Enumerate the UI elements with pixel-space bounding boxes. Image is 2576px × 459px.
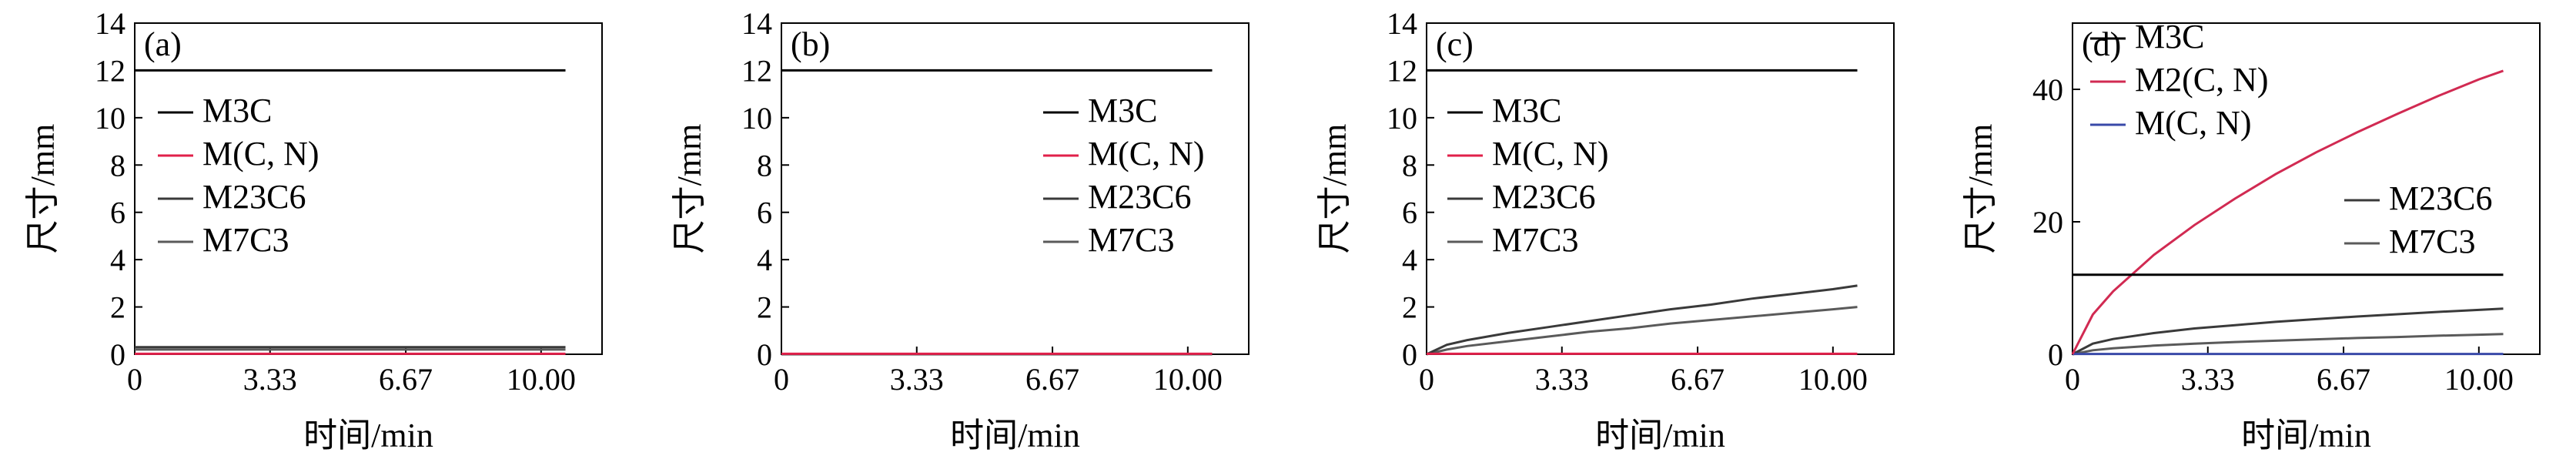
x-tick-label: 6.67 [2317, 362, 2370, 397]
y-tick-label: 0 [110, 337, 125, 372]
chart-panel: 0 2 4 6 8 10 12 14 0 3.33 6.67 10.00 时间/min 尺寸/mm (b) M… [671, 6, 1250, 454]
y-axis-label: 尺寸/mm [24, 124, 62, 254]
panel-label: (c) [1436, 25, 1474, 63]
legend-entry: M23C6 [1492, 178, 1595, 216]
series-line [2072, 307, 2504, 356]
y-tick-label: 40 [2032, 72, 2063, 107]
chart-panel: 0 2 4 6 8 10 12 14 0 3.33 6.67 10.00 时间/min 尺寸/mm (c) M… [1316, 6, 1895, 454]
series-line [1426, 306, 1858, 356]
x-axis-label: 时间/min [1595, 417, 1725, 454]
panel-label: (d) [2082, 25, 2121, 63]
y-tick-label: 10 [1387, 101, 1417, 136]
x-tick-label: 0 [2065, 362, 2080, 397]
x-tick-label: 10.00 [1153, 362, 1223, 397]
y-tick-label: 14 [741, 6, 772, 41]
x-tick-label: 6.67 [1025, 362, 1079, 397]
panel-label: (b) [791, 25, 830, 63]
y-tick-label: 6 [110, 196, 125, 230]
x-tick-label: 0 [1419, 362, 1434, 397]
y-tick-label: 2 [110, 290, 125, 325]
y-tick-label: 2 [757, 290, 772, 325]
legend-entry: M7C3 [202, 221, 289, 259]
y-tick-label: 12 [1387, 53, 1417, 88]
x-tick-label: 10.00 [507, 362, 576, 397]
y-tick-label: 10 [741, 101, 772, 136]
x-axis-label: 时间/min [303, 417, 433, 454]
legend-entry: M23C6 [202, 178, 306, 216]
legend-entry: M23C6 [1088, 178, 1191, 216]
legend-entry: M3C [1492, 92, 1561, 129]
x-tick-label: 10.00 [2444, 362, 2514, 397]
legend-entry: M7C3 [1088, 221, 1174, 259]
legend-entry: M7C3 [1492, 221, 1578, 259]
x-tick-label: 10.00 [1798, 362, 1868, 397]
x-tick-label: 3.33 [243, 362, 297, 397]
x-axis-label: 时间/min [950, 417, 1080, 454]
y-tick-label: 4 [1402, 243, 1417, 277]
chart-panel: 0 2 4 6 8 10 12 14 0 3.33 6.67 10.00 时间/min 尺寸/mm (a) M… [24, 6, 603, 454]
y-tick-label: 4 [110, 243, 125, 277]
x-tick-label: 3.33 [890, 362, 944, 397]
panel-label: (a) [144, 25, 182, 63]
legend-entry: M3C [202, 92, 272, 129]
y-tick-label: 6 [1402, 196, 1417, 230]
x-tick-label: 0 [127, 362, 142, 397]
x-tick-label: 0 [774, 362, 789, 397]
legend-entry: M(C, N) [2135, 104, 2252, 142]
x-tick-label: 6.67 [379, 362, 433, 397]
y-tick-label: 12 [741, 53, 772, 88]
y-tick-label: 2 [1402, 290, 1417, 325]
y-tick-label: 14 [95, 6, 125, 41]
y-tick-label: 4 [757, 243, 772, 277]
y-tick-label: 0 [757, 337, 772, 372]
y-axis-label: 尺寸/mm [1962, 124, 1999, 254]
x-tick-label: 3.33 [1535, 362, 1589, 397]
y-axis-label: 尺寸/mm [671, 124, 708, 254]
legend-entry: M(C, N) [1492, 135, 1609, 173]
y-tick-label: 0 [2048, 337, 2063, 372]
y-tick-label: 12 [95, 53, 125, 88]
y-tick-label: 14 [1387, 6, 1417, 41]
y-tick-label: 6 [757, 196, 772, 230]
y-tick-label: 8 [1402, 148, 1417, 183]
legend-entry: M3C [2135, 18, 2204, 55]
y-axis-label: 尺寸/mm [1316, 124, 1353, 254]
legend-entry: M23C6 [2389, 179, 2492, 217]
legend-entry: M(C, N) [1088, 135, 1205, 173]
series-line [2071, 69, 2504, 355]
y-tick-label: 10 [95, 101, 125, 136]
legend-entry: M7C3 [2389, 223, 2475, 260]
legend-entry: M3C [1088, 92, 1157, 129]
legend-entry: M(C, N) [202, 135, 319, 173]
series-line [1426, 284, 1858, 356]
x-axis-label: 时间/min [2241, 417, 2371, 454]
x-tick-label: 6.67 [1671, 362, 1725, 397]
y-tick-label: 8 [110, 148, 125, 183]
chart-panel: 0 20 40 0 3.33 6.67 10.00 时间/min 尺寸/mm (d) M3C M2(C… [1962, 18, 2541, 454]
series-line [2072, 333, 2504, 356]
x-tick-label: 3.33 [2181, 362, 2235, 397]
legend-entry: M2(C, N) [2135, 61, 2269, 99]
y-tick-label: 20 [2032, 205, 2063, 240]
y-tick-label: 8 [757, 148, 772, 183]
y-tick-label: 0 [1402, 337, 1417, 372]
